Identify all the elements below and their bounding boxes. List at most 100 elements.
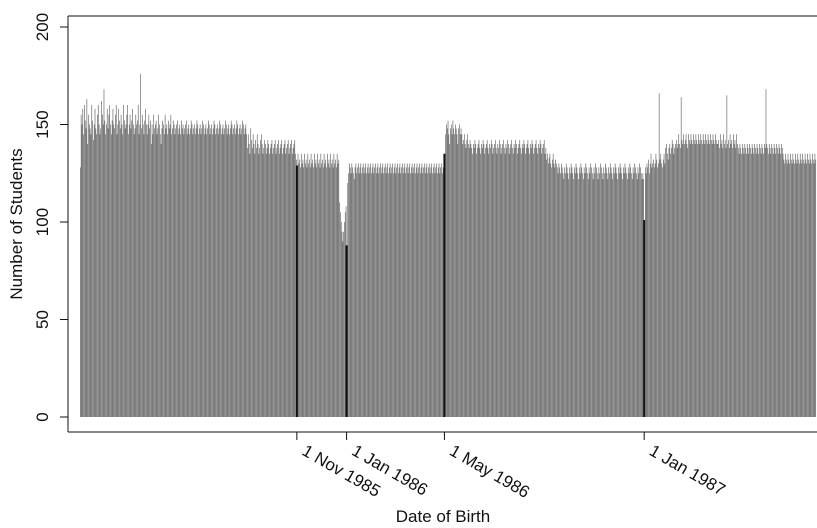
- bar: [811, 163, 812, 417]
- bar: [185, 120, 187, 417]
- bar: [108, 114, 110, 417]
- bar: [386, 167, 388, 417]
- bar: [231, 124, 233, 417]
- bar: [461, 134, 463, 417]
- bar: [254, 153, 256, 417]
- bar: [338, 159, 340, 417]
- bar: [468, 147, 470, 417]
- bar: [698, 140, 700, 417]
- bar: [157, 128, 159, 417]
- bar: [91, 105, 93, 417]
- bar: [106, 108, 108, 418]
- bar: [633, 173, 635, 417]
- bar: [458, 128, 459, 417]
- bar: [302, 159, 304, 417]
- bar: [112, 108, 114, 418]
- bar: [479, 147, 481, 417]
- bar: [690, 134, 692, 417]
- bar: [464, 144, 466, 417]
- bar: [292, 147, 294, 417]
- bar: [388, 173, 389, 417]
- bar: [317, 153, 318, 417]
- bar: [437, 167, 439, 417]
- bar: [754, 144, 755, 417]
- bar: [610, 167, 612, 417]
- bar: [270, 144, 272, 417]
- bar: [358, 173, 360, 417]
- bar: [629, 163, 631, 417]
- bar: [666, 144, 667, 417]
- bar: [634, 163, 636, 417]
- bar: [556, 167, 558, 417]
- bar: [236, 120, 238, 417]
- bar: [460, 128, 462, 417]
- bar: [318, 159, 320, 417]
- bar: [123, 105, 124, 417]
- bar: [636, 179, 638, 417]
- bar: [329, 167, 331, 417]
- bar: [504, 153, 506, 417]
- bar: [463, 140, 464, 417]
- bar: [333, 153, 335, 417]
- bar: [743, 153, 745, 417]
- bar: [469, 140, 471, 417]
- bar: [433, 167, 434, 417]
- bar: [131, 120, 133, 417]
- bar: [573, 179, 574, 417]
- bar: [675, 144, 676, 417]
- bar: [181, 128, 183, 417]
- bar: [487, 147, 489, 417]
- bar: [539, 140, 541, 417]
- bar: [358, 163, 359, 417]
- bar: [384, 163, 386, 417]
- bar: [716, 144, 718, 417]
- bar: [433, 163, 435, 417]
- bar: [441, 173, 443, 417]
- bar: [702, 144, 703, 417]
- bar: [445, 134, 446, 417]
- bar: [331, 159, 333, 417]
- bar: [701, 140, 702, 417]
- bar: [262, 153, 264, 417]
- bar: [775, 153, 777, 417]
- bar: [113, 124, 115, 417]
- bar: [545, 147, 547, 417]
- bar: [773, 144, 775, 417]
- bar: [742, 144, 743, 417]
- bar: [144, 120, 146, 417]
- bar: [499, 144, 501, 417]
- bar: [256, 134, 258, 417]
- bar: [235, 128, 237, 417]
- bar: [709, 144, 711, 417]
- bar: [216, 128, 217, 417]
- bar: [648, 159, 649, 417]
- bar: [349, 167, 351, 417]
- bar: [290, 144, 292, 417]
- bar: [490, 147, 491, 417]
- bar: [366, 167, 368, 417]
- bar: [330, 153, 331, 417]
- bar: [421, 163, 423, 417]
- bar: [334, 163, 336, 417]
- bar: [696, 140, 698, 417]
- bar: [607, 179, 609, 417]
- bar: [328, 159, 330, 417]
- bar: [813, 163, 815, 417]
- bar: [200, 134, 202, 417]
- bar: [364, 167, 366, 417]
- bar: [596, 173, 598, 417]
- bar: [478, 140, 480, 417]
- bar: [720, 144, 722, 417]
- bar: [384, 167, 385, 417]
- bar: [148, 114, 150, 417]
- bar: [216, 124, 218, 417]
- bar: [308, 163, 309, 417]
- bar: [530, 147, 532, 417]
- bar: [456, 134, 458, 417]
- bar: [746, 144, 748, 417]
- bar: [786, 159, 787, 417]
- bar: [174, 134, 176, 417]
- bar: [525, 153, 526, 417]
- bar: [104, 120, 106, 417]
